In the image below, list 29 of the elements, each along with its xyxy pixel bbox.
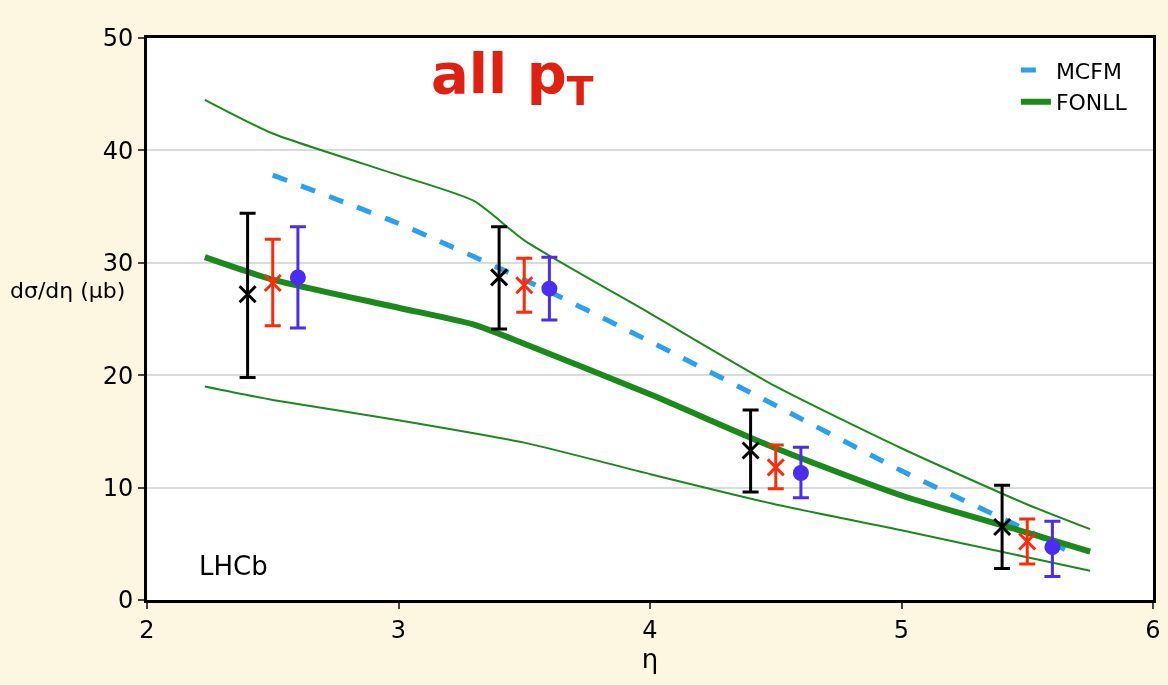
legend-label: MCFM: [1055, 58, 1122, 84]
point: [289, 269, 306, 286]
point: [992, 517, 1012, 537]
point: [766, 457, 786, 477]
y-tick-label: 50: [102, 24, 134, 53]
y-axis-title: dσ/dη (μb): [10, 278, 126, 303]
x-tick-label: 3: [390, 615, 407, 644]
y-tick-label: 30: [102, 249, 134, 278]
point: [1044, 539, 1061, 556]
x-tick-label: 6: [1145, 615, 1161, 644]
point: [741, 441, 761, 461]
point: [263, 273, 283, 293]
annotation: all p$_{T}$: [431, 41, 594, 114]
point: [514, 275, 534, 295]
point: [1017, 532, 1037, 552]
y-tick-label: 0: [117, 586, 134, 615]
y-tick-label: 40: [102, 136, 134, 165]
y-tick-label: 10: [102, 474, 134, 502]
legend-label: FONLL: [1055, 90, 1128, 116]
annotation: LHCb: [199, 551, 268, 581]
x-tick-label: 2: [139, 615, 155, 644]
y-tick-label: 20: [102, 361, 134, 390]
point: [792, 464, 809, 481]
x-tick-label: 4: [642, 615, 658, 644]
x-tick-label: 5: [893, 615, 910, 644]
x-axis-title: η: [641, 643, 659, 674]
point: [541, 280, 558, 297]
point: [489, 267, 509, 287]
point: [238, 284, 258, 304]
